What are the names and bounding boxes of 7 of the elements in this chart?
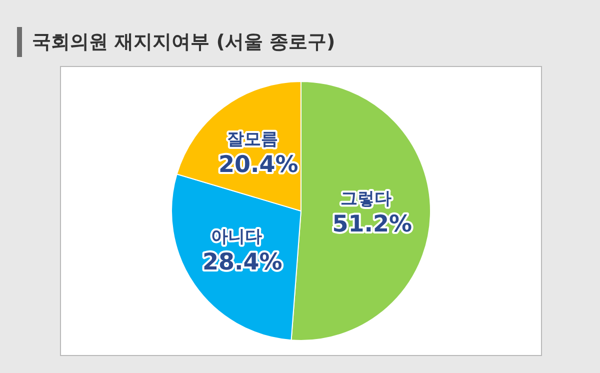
slice-label: 아니다 xyxy=(210,226,262,247)
data-label: 28.4% xyxy=(202,249,282,276)
chart-title: 국회의원 재지지여부 (서울 종로구) xyxy=(32,30,336,55)
data-label: 20.4% xyxy=(218,152,298,178)
data-label: 51.2% xyxy=(332,212,412,238)
slice-label: 잘모름 xyxy=(226,129,278,150)
slice-label: 그렇다 xyxy=(340,189,392,210)
